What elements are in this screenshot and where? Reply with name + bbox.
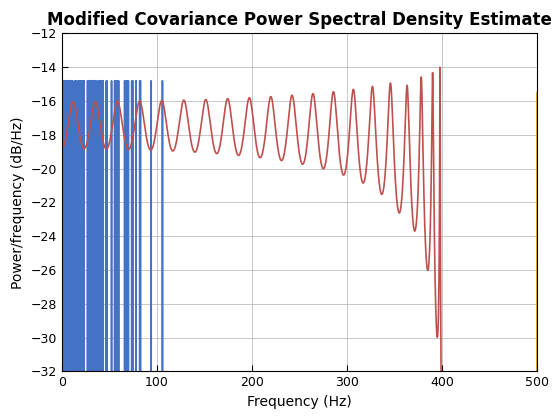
X-axis label: Frequency (Hz): Frequency (Hz) [247,395,352,409]
Y-axis label: Power/frequency (dB/Hz): Power/frequency (dB/Hz) [11,116,25,289]
Title: Modified Covariance Power Spectral Density Estimate: Modified Covariance Power Spectral Densi… [47,11,552,29]
